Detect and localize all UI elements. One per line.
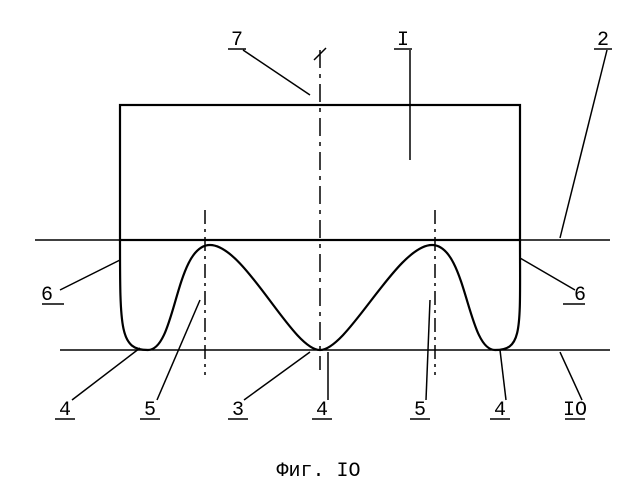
leader-n4c [500, 350, 506, 400]
leader-n4a [72, 348, 140, 400]
leader-n3 [244, 352, 310, 400]
leader-n2 [560, 50, 607, 238]
figure-caption: Фиг. IO [276, 460, 360, 483]
leader-n7 [243, 50, 310, 95]
leader-n6l [60, 260, 120, 290]
leader-n6r [520, 258, 575, 290]
leader-n10 [560, 352, 582, 400]
